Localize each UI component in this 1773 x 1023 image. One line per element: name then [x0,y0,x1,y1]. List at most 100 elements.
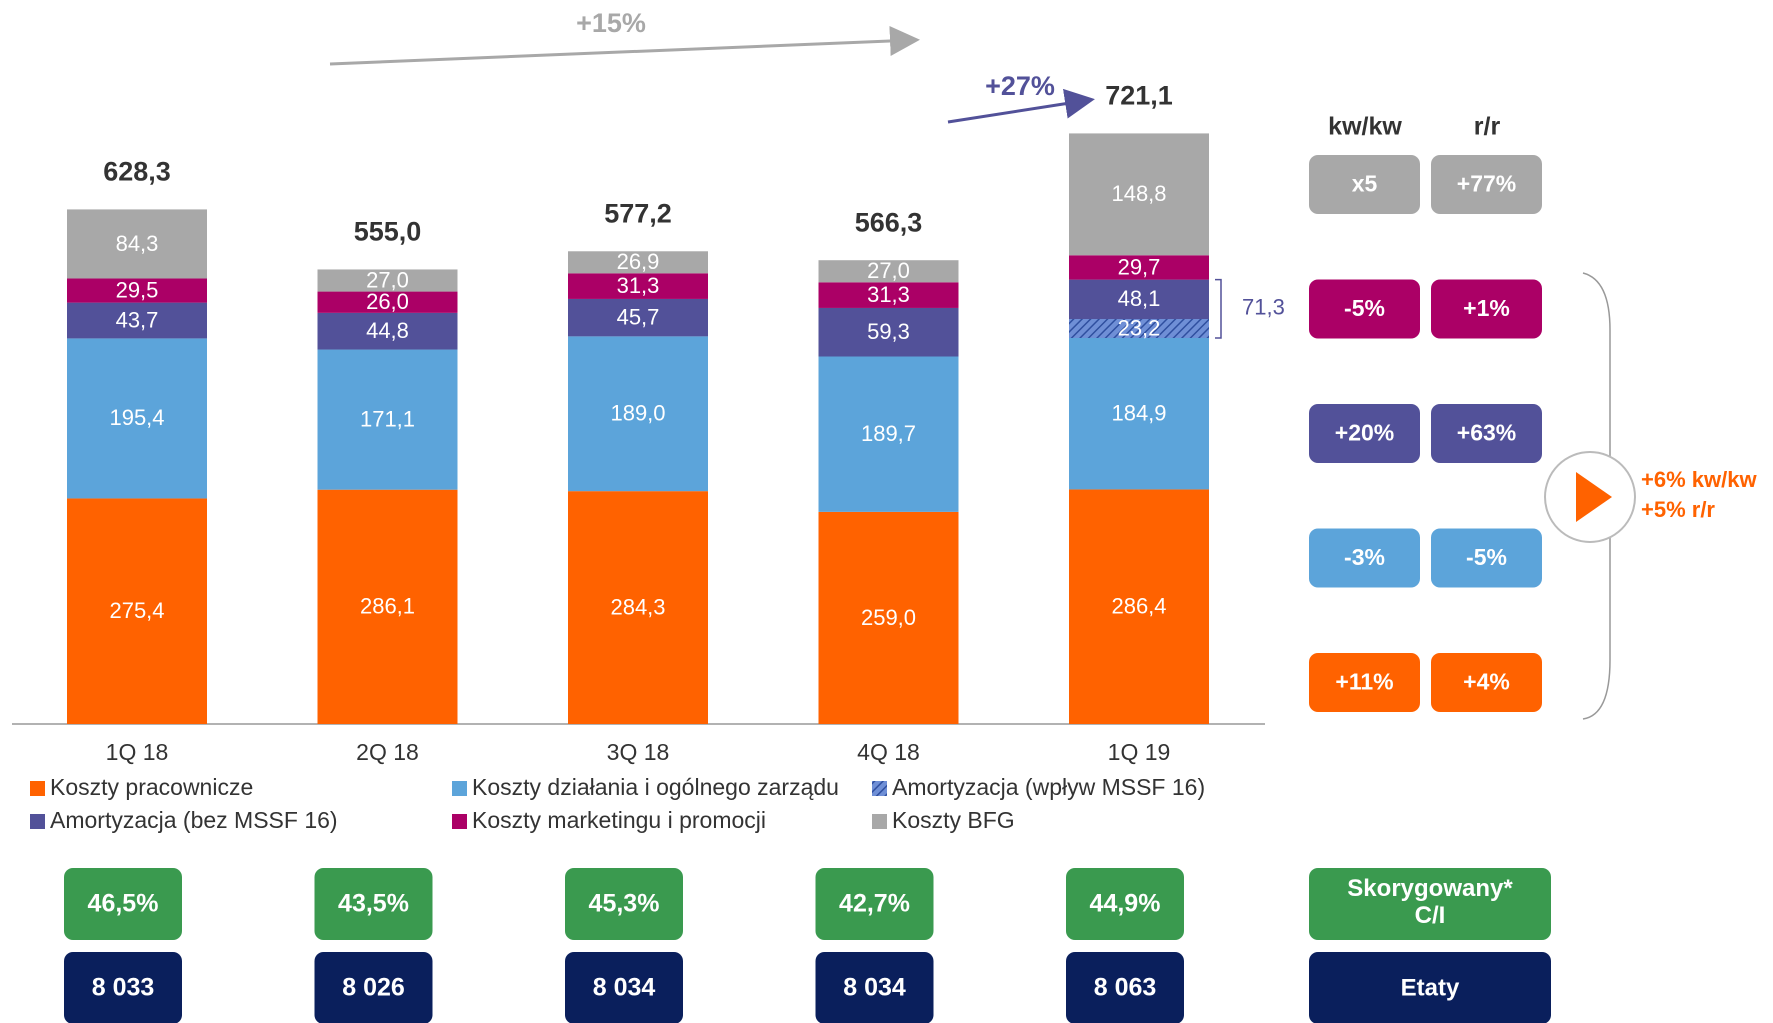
value-label: 286,4 [1111,594,1166,619]
fte-cell [314,952,433,1023]
legend-swatch [452,814,467,829]
change-badge-label: -5% [1466,544,1507,570]
value-label: 45,7 [617,304,660,329]
growth-arrow [947,88,1095,124]
change-badge [1431,528,1542,588]
fte-cell-label: 8 034 [843,974,906,1002]
value-label: 43,7 [116,307,159,332]
legend-label: Amortyzacja (wpływ MSSF 16) [892,774,1205,800]
change-badge-label: +20% [1335,420,1394,446]
legend-swatch [30,814,45,829]
fte-cell-label: 8 026 [342,974,405,1002]
value-label: 171,1 [360,406,415,431]
bar-segment [818,511,959,724]
legend-label: Amortyzacja (bez MSSF 16) [50,807,338,833]
bar-segment [67,278,207,303]
x-tick-label: 3Q 18 [607,739,670,765]
ci-cell [565,868,683,940]
change-badge [1309,155,1420,214]
value-label: 184,9 [1111,401,1166,426]
ci-cell-label: 42,7% [839,890,910,918]
ci-cell-label: 44,9% [1090,890,1161,918]
value-label: 148,8 [1111,181,1166,206]
annotation: 71,3 [1242,295,1285,320]
value-label: 26,0 [366,289,409,314]
value-label: 27,0 [366,267,409,292]
legend-swatch [30,781,45,796]
x-tick-label: 1Q 19 [1108,739,1171,765]
growth-label: +27% [985,71,1055,101]
change-badge [1309,528,1420,588]
summary-label: +6% kw/kw [1641,467,1757,492]
bar-segment [317,489,458,724]
legend-label: Koszty marketingu i promocji [472,807,766,833]
bar-segment [568,336,708,492]
bar-segment [67,209,207,279]
change-badge-label: +11% [1335,669,1393,695]
value-label: 284,3 [610,594,665,619]
value-label: 44,8 [366,318,409,343]
legend-label: Koszty BFG [892,807,1015,833]
value-label: 286,1 [360,594,415,619]
ci-cell-label: 45,3% [589,890,660,918]
value-label: 259,0 [861,605,916,630]
x-tick-label: 2Q 18 [356,739,419,765]
ci-cell [64,868,182,940]
change-badge [1309,279,1420,339]
bar-segment [568,298,708,337]
bar-segment [818,260,959,283]
fte-cell-label: 8 033 [92,974,155,1002]
bar-segment [1069,338,1209,490]
value-label: 27,0 [867,258,910,283]
value-label: 29,7 [1118,254,1161,279]
bar-segment [317,312,458,350]
fte-cell [815,952,934,1023]
bar-segment [1069,133,1209,256]
value-label: 59,3 [867,319,910,344]
ci-cell [314,868,433,940]
ci-cell-label: 43,5% [338,890,409,918]
change-badge [1431,653,1542,712]
bar-segment [317,349,458,490]
legend-swatch [452,781,467,796]
bar-segment [1069,319,1209,339]
bar-segment [317,291,458,313]
value-label: 23,2 [1118,315,1161,340]
change-badge-label: +4% [1463,669,1510,695]
change-badge [1431,155,1542,214]
fte-cell [565,952,683,1023]
bar-segment [568,251,708,274]
legend-label: Koszty działania i ogólnego zarządu [472,774,839,800]
value-label: 189,7 [861,421,916,446]
legend-swatch [872,781,887,796]
change-badge-label: -5% [1344,295,1385,321]
fte-header-label: Etaty [1401,974,1460,1001]
value-label: 275,4 [109,598,164,623]
change-badge [1431,279,1542,339]
bracket [1215,278,1222,339]
total-label: 721,1 [1105,81,1173,111]
value-label: 189,0 [610,401,665,426]
change-badge-label: -3% [1344,544,1385,570]
ci-header-label: Skorygowany* C/I [1347,875,1513,929]
ci-cell [815,868,934,940]
value-label: 26,9 [617,249,660,274]
column-header: kw/kw [1328,113,1402,141]
ci-header [1309,868,1551,940]
value-label: 84,3 [116,231,159,256]
bar-segment [67,498,207,724]
growth-arrow [329,25,920,66]
value-label: 31,3 [617,273,660,298]
summary-label: +5% r/r [1641,497,1715,522]
change-badge-label: +63% [1457,420,1516,446]
bar-segment [1069,255,1209,280]
change-badge [1309,404,1420,463]
fte-cell-label: 8 063 [1094,974,1157,1002]
bar-segment [818,282,959,308]
bar-segment [818,356,959,512]
change-badge-label: +77% [1457,171,1516,197]
total-label: 628,3 [103,157,171,187]
bar-segment [317,269,458,292]
change-badge-label: +1% [1463,295,1510,321]
